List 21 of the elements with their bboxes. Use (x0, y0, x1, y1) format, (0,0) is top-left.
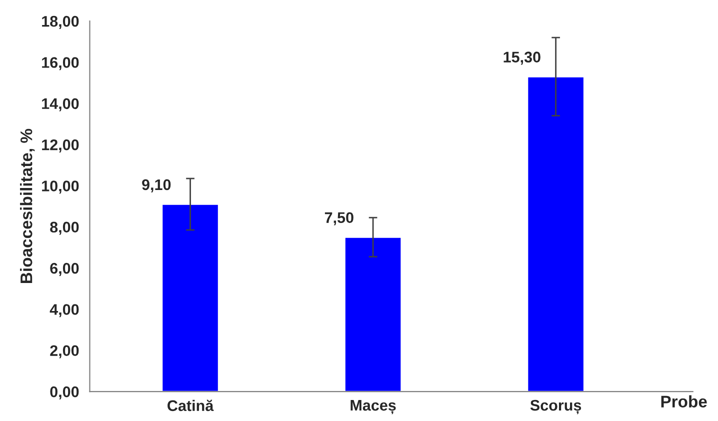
x-tick-label: Catină (168, 400, 214, 412)
data-label: 9,10 (142, 179, 171, 192)
y-tick-label: 16,00 (42, 57, 79, 70)
data-label: 7,50 (324, 212, 354, 226)
data-label: 15,30 (504, 52, 540, 65)
y-tick-label: 18,00 (42, 16, 79, 29)
y-tick-label: 12,00 (42, 139, 79, 152)
bar (344, 236, 402, 392)
bar (161, 204, 220, 392)
x-axis-title: Probe (661, 395, 707, 408)
x-tick-label: Maceș (350, 400, 396, 414)
y-axis-title: Bioaccesibilitate, % (20, 128, 35, 283)
y-tick-label: 4,00 (50, 304, 79, 318)
y-tick-label: 14,00 (42, 98, 79, 112)
y-tick-label: 2,00 (50, 345, 79, 358)
x-tick-label: Scoruș (530, 400, 582, 414)
bar (526, 76, 585, 392)
y-tick-label: 6,00 (50, 262, 79, 276)
y-tick-label: 8,00 (50, 222, 79, 235)
y-tick-label: 0,00 (50, 386, 79, 400)
y-tick-label: 10,00 (42, 180, 79, 194)
